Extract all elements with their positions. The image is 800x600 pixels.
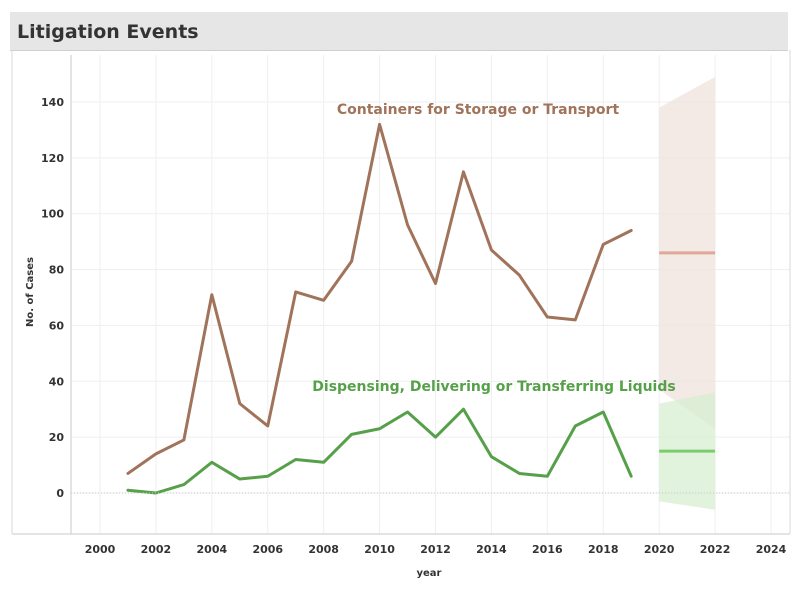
x-tick-label: 2008 [308,543,339,556]
y-tick-label: 60 [49,319,65,332]
title-bar: Litigation Events [10,12,788,51]
y-tick-label: 20 [49,431,65,444]
x-tick-label: 2018 [588,543,619,556]
forecast-bands [659,76,716,510]
y-tick-label: 120 [41,152,64,165]
y-tick-label: 0 [56,487,64,500]
x-tick-label: 2002 [141,543,172,556]
series-line-0 [126,122,633,475]
x-tick-label: 2016 [532,543,563,556]
x-tick-label: 2024 [756,543,787,556]
x-tick-label: 2020 [644,543,675,556]
x-tick-label: 2010 [364,543,395,556]
x-tick-label: 2000 [85,543,116,556]
series-lines [126,122,716,495]
y-tick-label: 100 [41,208,64,221]
axes [11,50,791,535]
series-line-1 [126,407,633,495]
x-tick-label: 2022 [700,543,731,556]
y-tick-label: 80 [49,264,65,277]
y-axis-title: No. of Cases [25,257,36,327]
page-title: Litigation Events [17,21,199,43]
y-tick-label: 40 [49,375,65,388]
x-axis-title: year [417,568,442,579]
x-tick-label: 2006 [252,543,283,556]
tick-labels: 2000 2002 2004 2006 2008 2010 2012 2014 2016 2018… [41,96,787,556]
x-tick-label: 2004 [197,543,228,556]
x-tick-label: 2012 [420,543,451,556]
series-label-dispensing: Dispensing, Delivering or Transferring L… [312,379,675,395]
series-label-containers: Containers for Storage or Transport [337,102,620,118]
x-tick-label: 2014 [476,543,507,556]
y-tick-label: 140 [41,96,64,109]
